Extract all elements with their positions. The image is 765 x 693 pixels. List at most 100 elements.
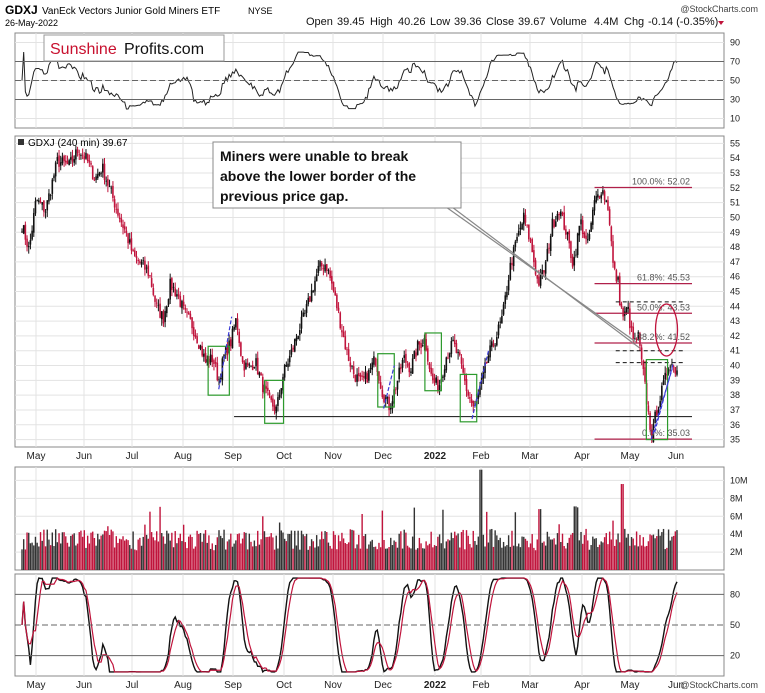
volume-bar — [147, 538, 149, 570]
price-candle — [541, 269, 544, 275]
volume-bar — [470, 547, 473, 570]
price-candle — [549, 235, 552, 251]
price-candle — [529, 239, 532, 241]
volume-bar — [605, 533, 607, 570]
price-candle — [278, 394, 281, 398]
volume-bar — [48, 539, 50, 570]
volume-bar — [654, 538, 656, 570]
price-candle — [563, 212, 565, 230]
price-candle — [83, 156, 86, 160]
volume-bar — [411, 536, 414, 570]
price-candle — [669, 366, 672, 368]
volume-bar — [110, 529, 112, 570]
price-candle — [371, 362, 374, 370]
volume-bar — [305, 533, 308, 570]
consolidation-box — [424, 332, 442, 392]
price-candle — [428, 363, 431, 369]
month-label: 2022 — [424, 451, 447, 462]
volume-bar — [103, 530, 106, 570]
volume-bar — [388, 547, 390, 570]
volume-bar — [304, 536, 306, 570]
volume-bar — [477, 536, 480, 570]
volume-bar — [58, 533, 60, 570]
price-candle — [107, 178, 109, 186]
price-candle — [341, 330, 343, 333]
price-candle — [78, 154, 81, 156]
volume-bar — [358, 534, 360, 570]
price-candle — [75, 149, 77, 160]
price-candle — [22, 225, 25, 234]
volume-bar — [60, 543, 62, 570]
open-value: 39.45 — [337, 16, 365, 28]
volume-bar — [223, 529, 225, 570]
price-candle — [514, 241, 517, 248]
price-candle — [415, 352, 417, 357]
price-candle — [241, 356, 244, 363]
volume-bar — [676, 530, 678, 570]
month-label: Jul — [126, 451, 139, 462]
price-candle — [524, 214, 527, 223]
price-candle — [41, 202, 44, 205]
volume-bar — [553, 538, 555, 570]
volume-bar — [260, 539, 262, 570]
price-candle — [588, 234, 591, 240]
volume-bar — [538, 509, 540, 570]
volume-bar — [310, 539, 313, 570]
price-candle — [512, 247, 515, 267]
price-candle — [304, 312, 306, 314]
price-candle — [309, 296, 311, 302]
price-candle — [118, 217, 121, 219]
volume-bar — [76, 543, 79, 570]
volume-bar — [467, 535, 469, 570]
open-label: Open — [306, 16, 333, 28]
price-candle — [218, 379, 220, 381]
price-candle — [191, 317, 193, 329]
price-candle — [580, 219, 582, 225]
price-candle — [356, 374, 358, 382]
price-candle — [644, 367, 646, 382]
price-candle — [361, 375, 363, 377]
etf-name: VanEck Vectors Junior Gold Miners ETF — [42, 6, 220, 17]
stoch-tick-label: 20 — [730, 651, 740, 661]
volume-bar — [443, 548, 446, 570]
volume-bar — [156, 531, 158, 570]
price-candle — [54, 162, 57, 177]
volume-bar — [585, 528, 587, 570]
close-value: 39.67 — [518, 16, 546, 28]
stoch-tick-label: 50 — [730, 620, 740, 630]
volume-bar — [81, 536, 84, 570]
volume-bar — [300, 530, 303, 570]
price-candle — [159, 303, 161, 318]
volume-bar — [251, 546, 254, 570]
volume-bar — [563, 546, 565, 570]
exchange: NYSE — [248, 6, 273, 16]
price-candle — [607, 200, 609, 210]
price-candle — [570, 241, 572, 259]
price-candle — [455, 343, 458, 354]
volume-bar — [233, 543, 235, 570]
volume-bar — [652, 534, 655, 570]
volume-bar — [566, 542, 569, 570]
price-candle — [661, 385, 663, 401]
volume-bar — [457, 533, 459, 570]
volume-bar — [129, 545, 131, 570]
price-candle — [635, 339, 638, 341]
month-label: Apr — [574, 451, 590, 462]
price-candle — [659, 401, 661, 408]
volume-bar — [199, 532, 202, 570]
volume-bar — [241, 538, 244, 570]
watermark: @StockCharts.com — [680, 4, 758, 14]
volume-bar — [275, 535, 277, 570]
price-candle — [605, 200, 608, 203]
fib-label: 38.2%: 41.52 — [637, 332, 690, 342]
volume-bar — [465, 530, 468, 570]
price-candle — [398, 367, 400, 380]
volume-bar — [622, 484, 624, 570]
volume-bar — [455, 535, 458, 570]
month-label-bottom: 2022 — [424, 680, 447, 691]
price-candle — [602, 190, 604, 194]
price-candle — [637, 332, 640, 341]
volume-bar — [24, 549, 27, 570]
price-tick-label: 43 — [730, 316, 740, 326]
price-candle — [130, 238, 133, 251]
